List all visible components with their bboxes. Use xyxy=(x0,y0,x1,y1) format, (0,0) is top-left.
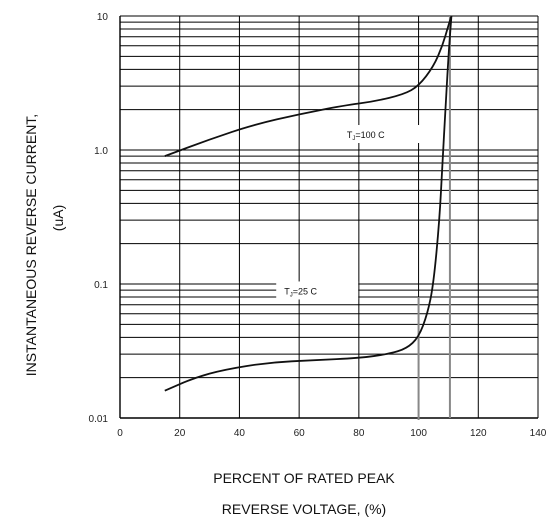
x-tick-label: 80 xyxy=(353,428,365,439)
y-axis-label-line-1: INSTANTANEOUS REVERSE CURRENT, xyxy=(23,114,39,376)
x-tick-label: 60 xyxy=(294,428,306,439)
series-line-tj-100 xyxy=(164,15,453,157)
x-tick-label: 0 xyxy=(117,428,123,439)
y-tick-label: 0.01 xyxy=(89,414,109,425)
x-tick-label: 20 xyxy=(174,428,186,439)
series-label-tj-100: TJ=100 C xyxy=(347,130,385,142)
x-tick-labels: 0 20 40 60 80 100 120 140 xyxy=(117,428,547,439)
y-tick-label: 10 xyxy=(97,12,109,23)
y-tick-label: 0.1 xyxy=(94,280,108,291)
x-tick-label: 140 xyxy=(530,428,547,439)
y-tick-labels: 0.01 0.1 1.0 10 xyxy=(89,12,109,425)
y-axis-label-line-2: (uA) xyxy=(50,205,66,231)
series-label-tj-25: TJ=25 C xyxy=(284,286,317,298)
series-line-tj-25 xyxy=(164,15,453,392)
series-group xyxy=(164,15,453,392)
x-tick-label: 100 xyxy=(410,428,427,439)
series-label-bg xyxy=(276,281,359,300)
annotations: TJ=100 C TJ=25 C xyxy=(276,125,429,300)
axes xyxy=(119,16,538,420)
x-axis-label-line-2: REVERSE VOLTAGE, (%) xyxy=(222,501,386,517)
x-tick-label: 120 xyxy=(470,428,487,439)
x-axis-label-line-1: PERCENT OF RATED PEAK xyxy=(213,470,395,486)
x-tick-label: 40 xyxy=(234,428,246,439)
series-label-bg xyxy=(338,125,429,144)
grid xyxy=(119,15,539,419)
y-tick-label: 1.0 xyxy=(94,146,108,157)
